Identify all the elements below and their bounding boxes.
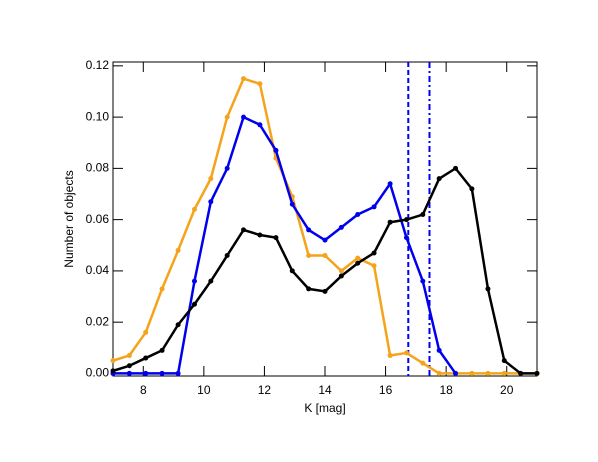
data-point: [110, 368, 116, 374]
data-point: [273, 147, 279, 153]
data-point: [224, 165, 230, 171]
data-point: [126, 363, 132, 369]
data-point: [191, 278, 197, 284]
data-point: [126, 370, 132, 376]
y-tick-label: 0.06: [86, 212, 110, 226]
data-point: [436, 347, 442, 353]
x-tick-label: 16: [379, 383, 393, 397]
data-point: [143, 370, 149, 376]
data-point: [355, 255, 361, 261]
data-point: [241, 76, 247, 82]
data-point: [371, 250, 377, 256]
data-point: [257, 81, 263, 87]
data-point: [371, 204, 377, 210]
data-point: [436, 176, 442, 182]
data-point: [469, 186, 475, 192]
data-point: [159, 286, 165, 292]
data-point: [338, 268, 344, 274]
x-tick-label: 10: [197, 383, 211, 397]
data-point: [208, 278, 214, 284]
series-line: [113, 115, 457, 375]
data-point: [289, 201, 295, 207]
data-point: [485, 286, 491, 292]
data-point: [355, 260, 361, 266]
x-axis-label: K [mag]: [304, 401, 345, 415]
data-point: [143, 329, 149, 335]
data-point: [208, 199, 214, 205]
data-point: [191, 301, 197, 307]
data-point: [534, 370, 540, 376]
y-tick-label: 0.02: [86, 314, 110, 328]
data-point: [371, 263, 377, 269]
data-point: [208, 176, 214, 182]
data-point: [306, 253, 312, 259]
data-point: [518, 370, 524, 376]
data-point: [322, 237, 328, 243]
data-point: [159, 370, 165, 376]
data-point: [257, 232, 263, 238]
data-point: [175, 370, 181, 376]
data-point: [403, 350, 409, 356]
data-point: [322, 288, 328, 294]
data-point: [306, 286, 312, 292]
data-point: [420, 360, 426, 366]
data-point: [126, 352, 132, 358]
x-tick-label: 8: [140, 383, 147, 397]
data-point: [355, 212, 361, 218]
data-point: [420, 278, 426, 284]
data-point: [501, 358, 507, 364]
x-tick-label: 14: [318, 383, 332, 397]
data-point: [191, 206, 197, 212]
data-point: [224, 114, 230, 120]
data-point: [306, 227, 312, 233]
data-point: [338, 273, 344, 279]
data-point: [110, 358, 116, 364]
data-point: [175, 247, 181, 253]
data-point: [159, 347, 165, 353]
data-point: [403, 217, 409, 223]
x-tick-label: 12: [258, 383, 272, 397]
y-axis-label: Number of objects: [62, 170, 76, 267]
y-tick-label: 0.10: [86, 109, 110, 123]
data-point: [403, 235, 409, 241]
series-line: [112, 167, 537, 375]
y-tick-label: 0.00: [86, 366, 110, 380]
data-point: [420, 212, 426, 218]
data-point: [322, 253, 328, 259]
data-point: [387, 219, 393, 225]
data-point: [436, 370, 442, 376]
x-tick-label: 20: [500, 383, 514, 397]
data-point: [273, 235, 279, 241]
y-tick-label: 0.12: [86, 58, 110, 72]
data-point: [485, 370, 491, 376]
data-point: [469, 370, 475, 376]
y-tick-label: 0.04: [86, 263, 110, 277]
data-point: [387, 181, 393, 187]
y-tick-label: 0.08: [86, 161, 110, 175]
data-point: [289, 268, 295, 274]
data-point: [143, 355, 149, 361]
data-point: [453, 370, 459, 376]
data-point: [175, 322, 181, 328]
data-point: [387, 352, 393, 358]
data-point: [241, 227, 247, 233]
data-point: [453, 165, 459, 171]
data-point: [501, 370, 507, 376]
x-tick-label: 18: [439, 383, 453, 397]
data-point: [257, 122, 263, 128]
data-point: [241, 114, 247, 120]
data-point: [224, 253, 230, 259]
data-point: [338, 224, 344, 230]
